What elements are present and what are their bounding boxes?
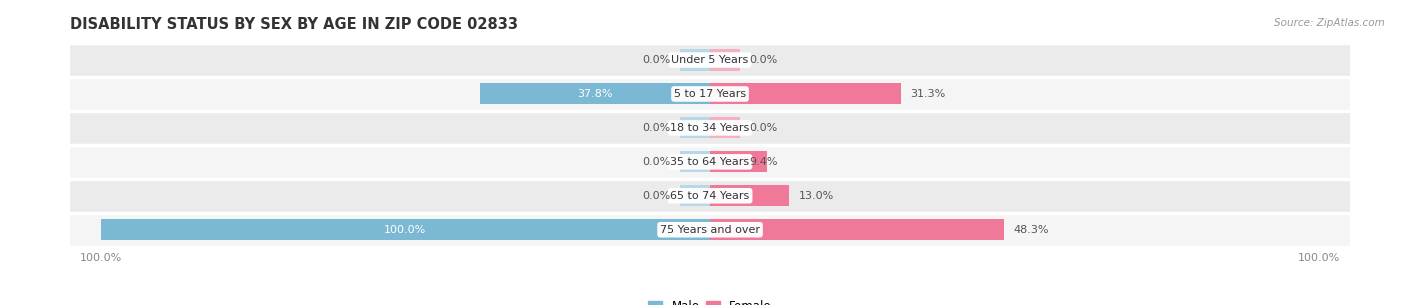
Bar xyxy=(70,214,1350,246)
Text: 48.3%: 48.3% xyxy=(1014,225,1049,235)
Bar xyxy=(679,49,710,70)
Text: 0.0%: 0.0% xyxy=(643,123,671,133)
Bar xyxy=(70,78,1350,110)
Bar xyxy=(479,84,710,105)
Bar xyxy=(679,117,710,138)
Bar xyxy=(70,44,1350,76)
Text: Source: ZipAtlas.com: Source: ZipAtlas.com xyxy=(1274,18,1385,28)
Text: 0.0%: 0.0% xyxy=(643,191,671,201)
Text: 0.0%: 0.0% xyxy=(749,55,778,65)
Text: 0.0%: 0.0% xyxy=(643,157,671,167)
Text: 35 to 64 Years: 35 to 64 Years xyxy=(671,157,749,167)
Text: 100.0%: 100.0% xyxy=(384,225,426,235)
Text: 5 to 17 Years: 5 to 17 Years xyxy=(673,89,747,99)
Bar xyxy=(101,219,710,240)
Bar xyxy=(710,151,768,172)
Text: 18 to 34 Years: 18 to 34 Years xyxy=(671,123,749,133)
Text: 75 Years and over: 75 Years and over xyxy=(659,225,761,235)
Bar xyxy=(710,185,789,206)
Bar xyxy=(70,180,1350,212)
Text: 0.0%: 0.0% xyxy=(749,123,778,133)
Text: 65 to 74 Years: 65 to 74 Years xyxy=(671,191,749,201)
Legend: Male, Female: Male, Female xyxy=(644,295,776,305)
Text: DISABILITY STATUS BY SEX BY AGE IN ZIP CODE 02833: DISABILITY STATUS BY SEX BY AGE IN ZIP C… xyxy=(70,16,519,31)
Bar xyxy=(710,49,741,70)
Text: 9.4%: 9.4% xyxy=(749,157,778,167)
Bar xyxy=(710,84,901,105)
Text: 37.8%: 37.8% xyxy=(576,89,613,99)
Bar xyxy=(70,145,1350,178)
Bar xyxy=(679,185,710,206)
Bar xyxy=(710,117,741,138)
Text: 13.0%: 13.0% xyxy=(799,191,834,201)
Text: 0.0%: 0.0% xyxy=(643,55,671,65)
Text: Under 5 Years: Under 5 Years xyxy=(672,55,748,65)
Bar xyxy=(710,219,1004,240)
Bar xyxy=(70,112,1350,144)
Text: 31.3%: 31.3% xyxy=(910,89,945,99)
Bar xyxy=(679,151,710,172)
